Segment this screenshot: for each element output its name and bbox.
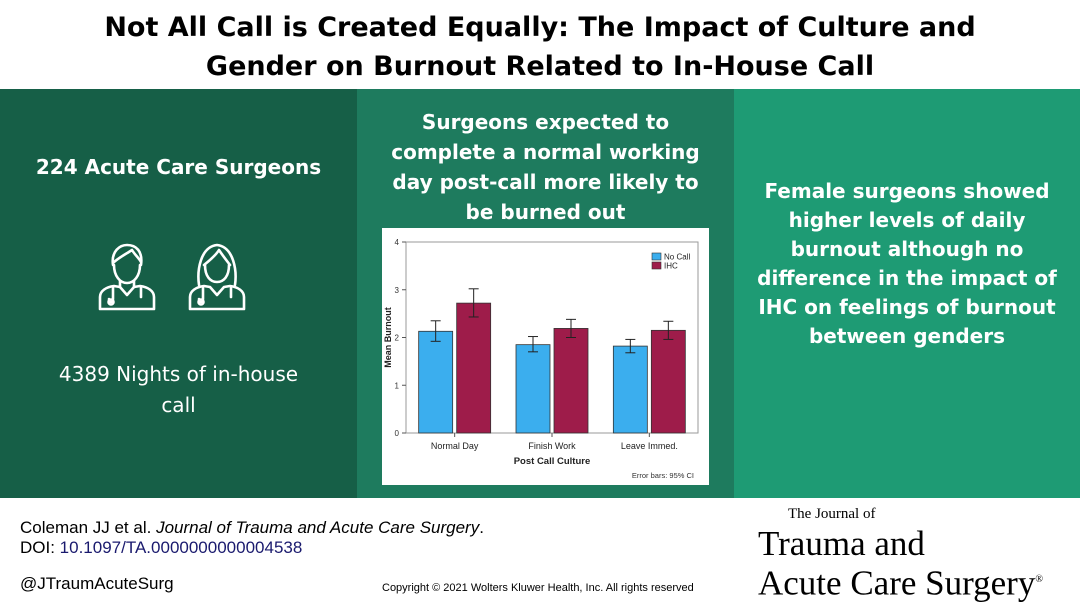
male-surgeon-icon bbox=[98, 243, 156, 311]
nights-line-1: 4389 Nights of in-house bbox=[58, 362, 299, 386]
x-axis-title: Post Call Culture bbox=[514, 456, 591, 467]
finding-line: difference in the impact of bbox=[757, 266, 1057, 290]
title-line-2: Gender on Burnout Related to In-House Ca… bbox=[205, 51, 875, 82]
bar-no-call bbox=[515, 344, 551, 434]
x-tick-label: Finish Work bbox=[528, 441, 576, 451]
finding-line: between genders bbox=[808, 324, 1005, 348]
legend-label: No Call bbox=[664, 253, 690, 262]
bar-ihc bbox=[456, 302, 492, 434]
finding-line: burnout although no bbox=[790, 237, 1024, 261]
female-surgeon-icon bbox=[188, 243, 246, 311]
page-title: Not All Call is Created Equally: The Imp… bbox=[0, 8, 1080, 86]
bar-no-call bbox=[612, 345, 648, 434]
gender-finding: Female surgeons showed higher levels of … bbox=[746, 177, 1068, 351]
title-line-1: Not All Call is Created Equally: The Imp… bbox=[104, 12, 976, 43]
finding-line: higher levels of daily bbox=[788, 208, 1026, 232]
bar-chart-svg: 0 1 2 3 4 Normal Day Finish Work Leave Immed. Po… bbox=[383, 238, 699, 480]
legend-swatch bbox=[651, 252, 662, 261]
legend-label: IHC bbox=[664, 262, 678, 271]
doi-label: DOI: bbox=[20, 538, 60, 557]
heading-line: be burned out bbox=[465, 200, 626, 224]
y-axis-title: Mean Burnout bbox=[383, 307, 393, 368]
citation: Coleman JJ et al. Journal of Trauma and … bbox=[20, 518, 484, 538]
journal-logo-small: The Journal of bbox=[788, 506, 876, 522]
middle-panel: Surgeons expected to complete a normal w… bbox=[357, 89, 734, 498]
x-tick-label: Normal Day bbox=[431, 441, 479, 451]
finding-line: Female surgeons showed bbox=[764, 179, 1050, 203]
citation-journal: Journal of Trauma and Acute Care Surgery bbox=[156, 518, 480, 537]
heading-line: Surgeons expected to bbox=[421, 110, 670, 134]
surgeon-count: 224 Acute Care Surgeons bbox=[35, 155, 322, 179]
right-panel: Female surgeons showed higher levels of … bbox=[734, 89, 1080, 498]
y-tick-label: 2 bbox=[395, 334, 400, 343]
y-tick-label: 0 bbox=[395, 429, 400, 438]
nights-line-2: call bbox=[161, 393, 196, 417]
copyright-notice: Copyright © 2021 Wolters Kluwer Health, … bbox=[382, 582, 694, 594]
journal-logo-line-1: Trauma and bbox=[758, 524, 925, 563]
y-tick-label: 4 bbox=[395, 238, 400, 247]
twitter-handle[interactable]: @JTraumAcuteSurg bbox=[20, 574, 174, 593]
y-tick-label: 3 bbox=[395, 286, 400, 295]
journal-logo-line-2: Acute Care Surgery® bbox=[758, 560, 1043, 604]
x-tick-label: Leave Immed. bbox=[621, 441, 678, 451]
heading-line: complete a normal working bbox=[391, 140, 700, 164]
journal-logo-line-2-text: Acute Care Surgery bbox=[758, 563, 1036, 603]
bar-no-call bbox=[418, 330, 454, 434]
nights-count: 4389 Nights of in-house call bbox=[20, 359, 337, 421]
chart-heading: Surgeons expected to complete a normal w… bbox=[357, 107, 734, 227]
chart-note: Error bars: 95% CI bbox=[632, 471, 694, 480]
citation-end: . bbox=[479, 518, 484, 537]
plot-frame bbox=[405, 241, 699, 434]
finding-line: IHC on feelings of burnout bbox=[758, 295, 1056, 319]
legend-swatch bbox=[651, 261, 662, 270]
bar-ihc bbox=[553, 328, 589, 434]
bar-ihc bbox=[650, 329, 686, 434]
surgeon-icons bbox=[96, 241, 256, 311]
doi: DOI: 10.1097/TA.0000000000004538 bbox=[20, 538, 302, 558]
citation-authors: Coleman JJ et al. bbox=[20, 518, 157, 537]
registered-mark: ® bbox=[1035, 574, 1043, 585]
y-tick-label: 1 bbox=[395, 381, 400, 390]
left-panel: 224 Acute Care Surgeons bbox=[0, 89, 357, 498]
burnout-chart: 0 1 2 3 4 Normal Day Finish Work Leave Immed. Po… bbox=[382, 228, 709, 485]
heading-line: day post-call more likely to bbox=[392, 170, 699, 194]
doi-link[interactable]: 10.1097/TA.0000000000004538 bbox=[59, 538, 303, 557]
